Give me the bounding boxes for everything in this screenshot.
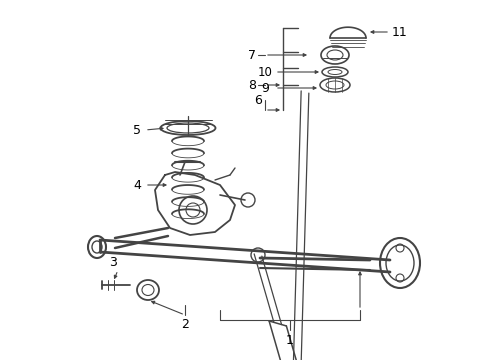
Text: 2: 2 <box>181 319 188 332</box>
Text: 6: 6 <box>254 94 262 107</box>
Text: 8: 8 <box>247 78 256 91</box>
Text: 11: 11 <box>391 26 407 39</box>
Text: 7: 7 <box>247 49 256 62</box>
Text: 3: 3 <box>109 256 117 269</box>
Text: 4: 4 <box>133 179 141 192</box>
Text: 10: 10 <box>257 66 272 78</box>
Text: 5: 5 <box>133 123 141 136</box>
Text: 9: 9 <box>261 81 268 95</box>
Text: 1: 1 <box>285 333 293 346</box>
